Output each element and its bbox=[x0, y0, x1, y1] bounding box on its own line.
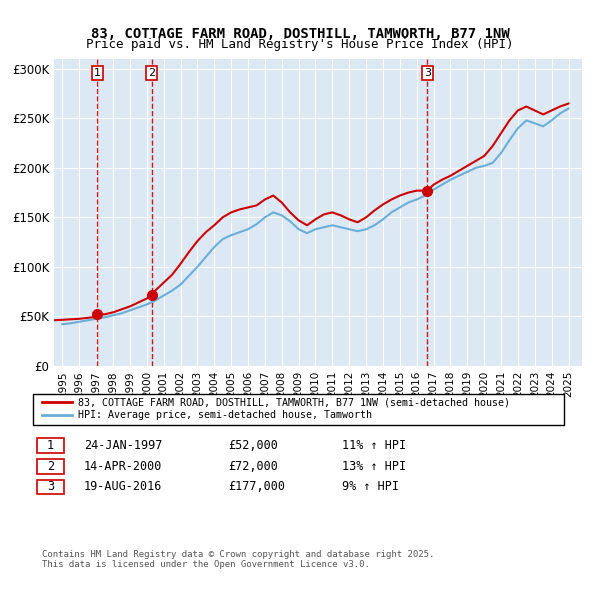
Text: 2: 2 bbox=[148, 68, 155, 78]
Text: 1: 1 bbox=[94, 68, 101, 78]
Text: 19-AUG-2016: 19-AUG-2016 bbox=[84, 480, 163, 493]
Text: 3: 3 bbox=[47, 480, 54, 493]
Text: £177,000: £177,000 bbox=[228, 480, 285, 493]
Text: £52,000: £52,000 bbox=[228, 439, 278, 452]
Text: 83, COTTAGE FARM ROAD, DOSTHILL, TAMWORTH, B77 1NW: 83, COTTAGE FARM ROAD, DOSTHILL, TAMWORT… bbox=[91, 27, 509, 41]
Text: £72,000: £72,000 bbox=[228, 460, 278, 473]
Text: 24-JAN-1997: 24-JAN-1997 bbox=[84, 439, 163, 452]
Text: 83, COTTAGE FARM ROAD, DOSTHILL, TAMWORTH, B77 1NW (semi-detached house): 83, COTTAGE FARM ROAD, DOSTHILL, TAMWORT… bbox=[78, 398, 510, 407]
Text: 14-APR-2000: 14-APR-2000 bbox=[84, 460, 163, 473]
Text: 1: 1 bbox=[47, 439, 54, 452]
Text: HPI: Average price, semi-detached house, Tamworth: HPI: Average price, semi-detached house,… bbox=[78, 411, 372, 420]
Text: 2: 2 bbox=[47, 460, 54, 473]
Text: Contains HM Land Registry data © Crown copyright and database right 2025.
This d: Contains HM Land Registry data © Crown c… bbox=[42, 550, 434, 569]
Text: Price paid vs. HM Land Registry's House Price Index (HPI): Price paid vs. HM Land Registry's House … bbox=[86, 38, 514, 51]
Text: 3: 3 bbox=[424, 68, 431, 78]
Text: 13% ↑ HPI: 13% ↑ HPI bbox=[342, 460, 406, 473]
Text: 11% ↑ HPI: 11% ↑ HPI bbox=[342, 439, 406, 452]
Text: 9% ↑ HPI: 9% ↑ HPI bbox=[342, 480, 399, 493]
